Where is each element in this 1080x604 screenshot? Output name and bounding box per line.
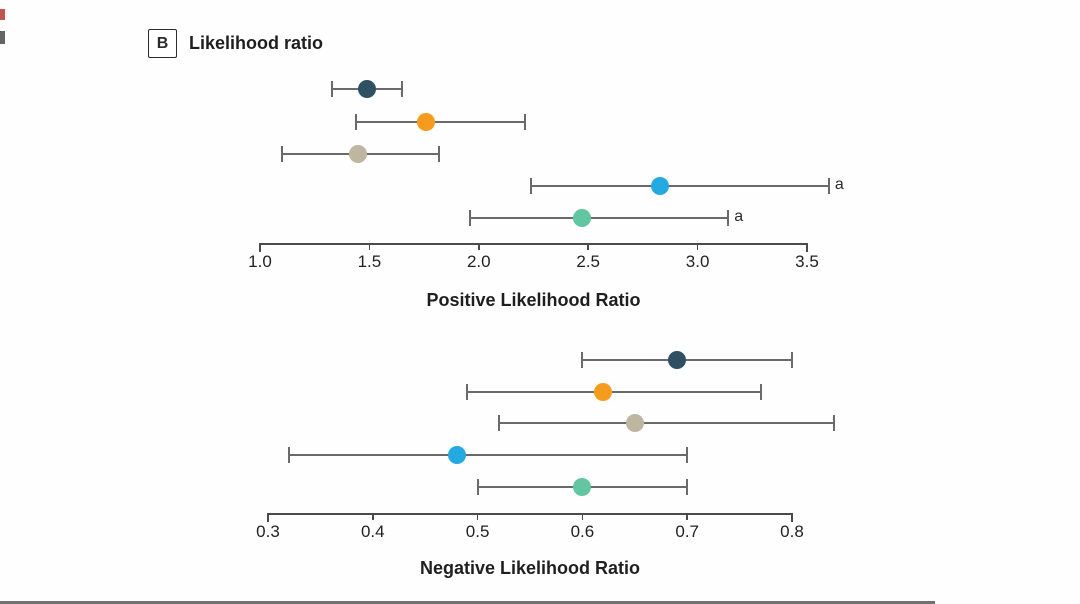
x-axis-title: Negative Likelihood Ratio <box>419 558 641 578</box>
x-axis-tick <box>372 513 374 520</box>
data-point-light-blue <box>651 177 670 195</box>
x-axis-tick <box>368 243 371 250</box>
ci-cap-upper-teal-green <box>727 210 730 226</box>
ci-cap-lower-tan <box>280 146 283 162</box>
ci-bar-orange <box>356 121 525 123</box>
data-point-light-blue <box>447 446 466 464</box>
bottom-edge-artifact <box>0 601 935 604</box>
x-axis-tick <box>476 513 479 520</box>
ci-cap-upper-tan <box>832 415 835 431</box>
footnote-marker-light-blue: a <box>834 176 844 193</box>
x-axis-tick <box>791 513 793 522</box>
ci-cap-lower-light-blue <box>530 178 533 194</box>
ci-cap-upper-light-blue <box>827 178 830 194</box>
ci-cap-upper-dark-navy <box>791 352 793 368</box>
x-axis-tick-label: 1.5 <box>357 252 382 271</box>
ci-cap-upper-teal-green <box>686 479 689 495</box>
ci-bar-light-blue <box>531 185 829 187</box>
ci-cap-lower-orange <box>466 384 469 400</box>
panel-header: B Likelihood ratio <box>148 29 323 58</box>
data-point-orange <box>417 113 436 131</box>
x-axis-tick <box>581 513 584 520</box>
x-axis-tick-label: 0.5 <box>465 522 490 541</box>
ci-cap-lower-orange <box>355 114 358 130</box>
x-axis-line <box>260 243 807 245</box>
data-point-dark-navy <box>667 351 686 369</box>
x-axis-tick-label: 2.5 <box>576 252 601 271</box>
x-axis-tick <box>259 243 261 252</box>
x-axis-tick <box>478 243 480 250</box>
x-axis-tick <box>587 243 589 250</box>
ci-bar-orange <box>467 391 761 393</box>
x-axis-tick <box>806 243 808 252</box>
ci-cap-lower-dark-navy <box>331 81 334 97</box>
x-axis-tick <box>696 243 699 250</box>
panel-letter-badge: B <box>148 29 177 58</box>
ci-cap-upper-dark-navy <box>401 81 404 97</box>
data-point-orange <box>594 383 613 401</box>
left-edge-artifact-red <box>0 9 5 20</box>
x-axis-tick-label: 1.0 <box>248 252 272 271</box>
x-axis-line <box>268 513 792 515</box>
x-axis-title: Positive Likelihood Ratio <box>426 290 641 310</box>
x-axis-tick-label: 3.5 <box>795 252 819 271</box>
ci-cap-upper-tan <box>438 146 441 162</box>
ci-bar-tan <box>498 422 834 424</box>
ci-cap-lower-teal-green <box>469 210 472 226</box>
ci-bar-light-blue <box>288 454 688 456</box>
left-edge-artifact-dark <box>0 31 5 44</box>
panel-title: Likelihood ratio <box>189 33 324 53</box>
ci-cap-upper-orange <box>759 384 762 400</box>
x-axis-tick-label: 0.7 <box>675 522 700 541</box>
x-axis-tick-label: 2.0 <box>466 252 491 271</box>
x-axis-tick-label: 0.4 <box>360 522 385 541</box>
data-point-tan <box>625 414 644 432</box>
ci-bar-teal-green <box>470 217 729 219</box>
data-point-tan <box>349 145 368 163</box>
ci-cap-lower-teal-green <box>476 479 479 495</box>
x-axis-tick <box>686 513 688 520</box>
x-axis-tick-label: 0.6 <box>570 522 595 541</box>
data-point-dark-navy <box>358 80 377 98</box>
ci-cap-upper-orange <box>523 114 526 130</box>
data-point-teal-green <box>573 478 592 496</box>
x-axis-tick-label: 3.0 <box>685 252 710 271</box>
ci-cap-upper-light-blue <box>686 447 689 463</box>
footnote-marker-teal-green: a <box>734 208 744 225</box>
ci-cap-lower-tan <box>497 415 500 431</box>
ci-cap-lower-dark-navy <box>581 352 584 368</box>
x-axis-tick-label: 0.8 <box>780 522 804 541</box>
x-axis-tick <box>267 513 269 522</box>
x-axis-tick-label: 0.3 <box>256 522 280 541</box>
data-point-teal-green <box>572 209 591 227</box>
ci-bar-dark-navy <box>582 359 792 361</box>
ci-cap-lower-light-blue <box>287 447 290 463</box>
